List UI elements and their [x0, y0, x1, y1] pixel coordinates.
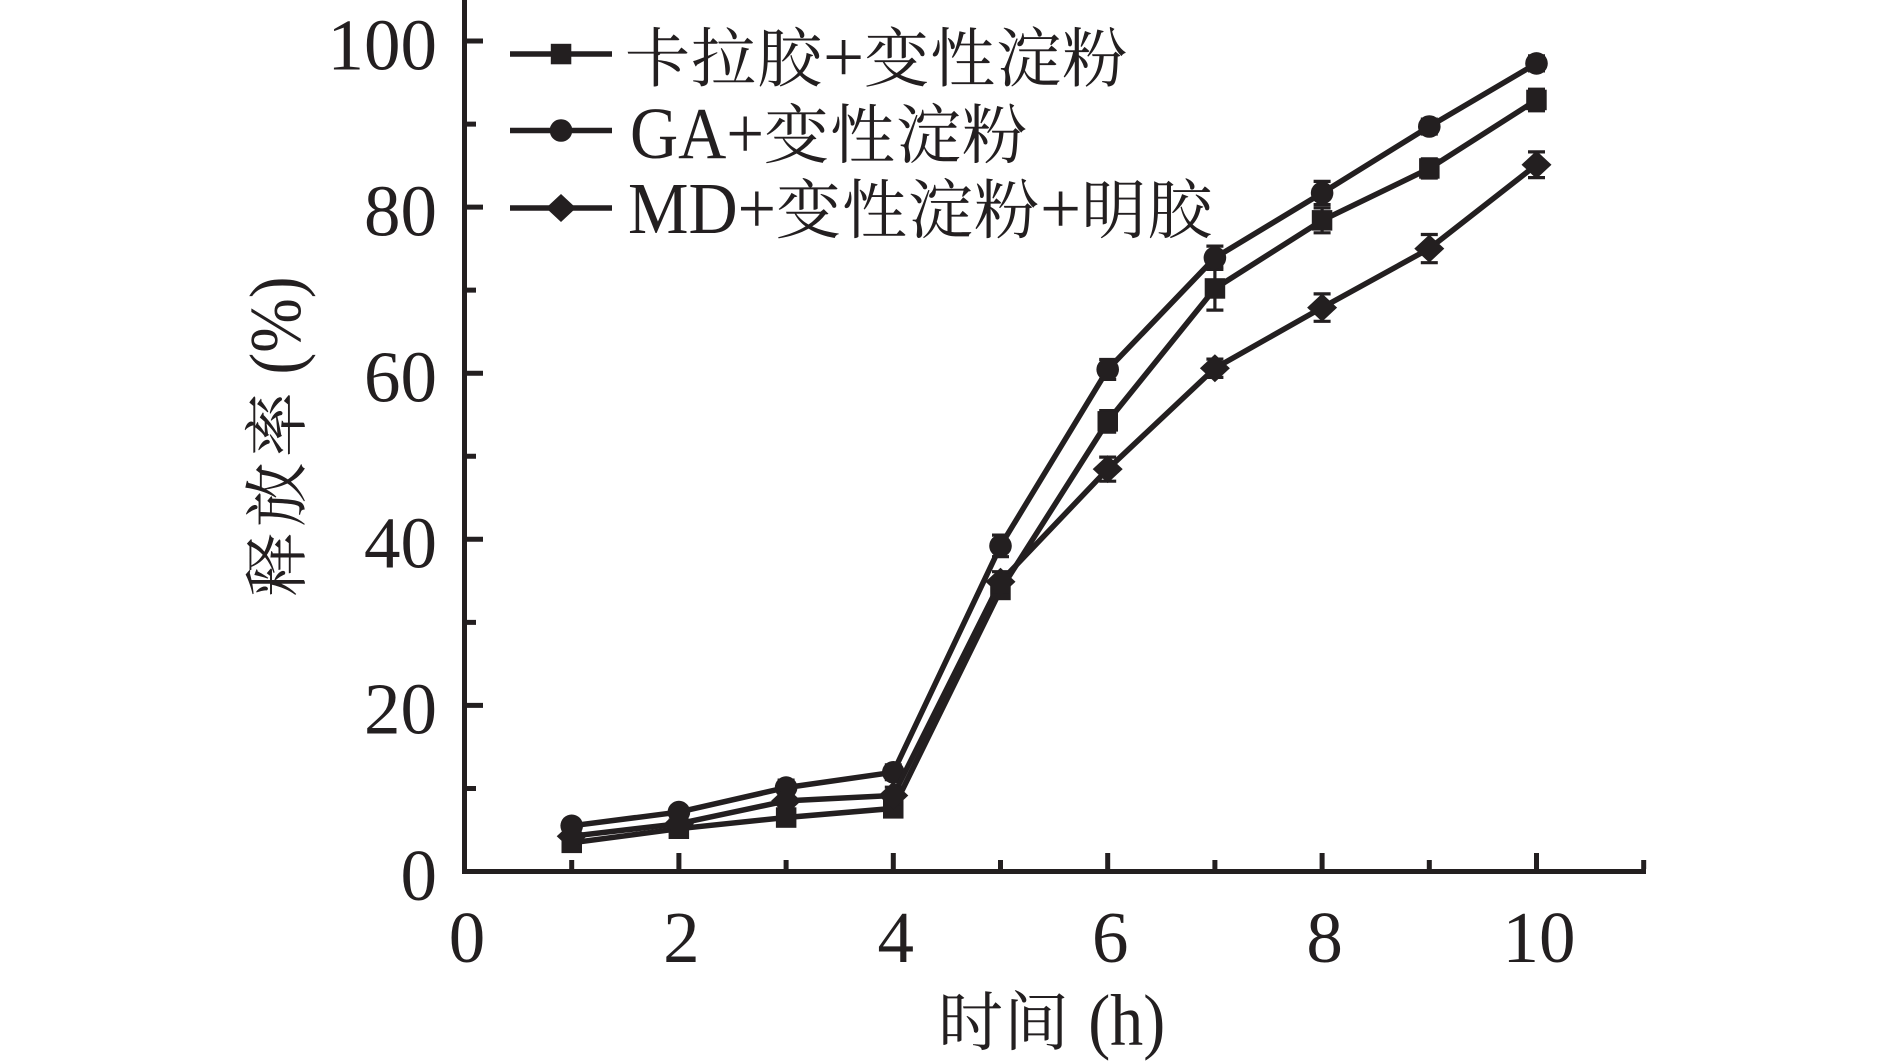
- svg-text:60: 60: [364, 337, 437, 418]
- svg-text:0: 0: [449, 897, 486, 978]
- svg-text:40: 40: [364, 503, 437, 584]
- svg-text:4: 4: [878, 897, 915, 978]
- svg-text:0: 0: [401, 835, 438, 916]
- svg-text:+: +: [1040, 168, 1081, 249]
- svg-text:20: 20: [364, 669, 437, 750]
- svg-text:8: 8: [1306, 897, 1343, 978]
- svg-text:2: 2: [663, 897, 700, 978]
- svg-text:MD+: MD+: [628, 168, 776, 249]
- svg-text:(%): (%): [235, 277, 316, 375]
- svg-text:6: 6: [1092, 897, 1129, 978]
- svg-text:100: 100: [328, 4, 438, 85]
- svg-text:+: +: [823, 16, 864, 97]
- svg-text:80: 80: [364, 170, 437, 251]
- svg-text:10: 10: [1503, 897, 1576, 978]
- svg-text:GA+: GA+: [630, 93, 764, 174]
- svg-text:(h): (h): [1088, 980, 1165, 1061]
